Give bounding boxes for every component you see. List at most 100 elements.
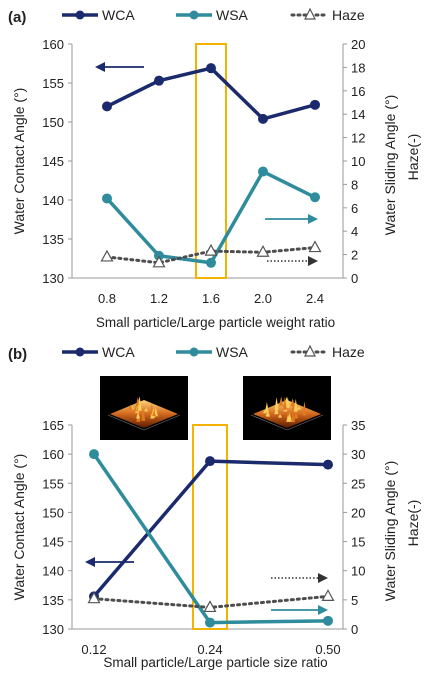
legend-label-wca: WCA	[102, 7, 135, 23]
y-right-tick-label: 16	[351, 84, 365, 99]
afm-peak	[296, 405, 301, 410]
y-right-tick-label: 2	[351, 248, 358, 263]
y-right-tick-label: 20	[351, 505, 365, 520]
y-right-tick-label: 6	[351, 201, 358, 216]
data-point-haze	[256, 245, 270, 257]
legend-label-wsa: WSA	[216, 344, 249, 360]
y-right-tick-label: 30	[351, 447, 365, 462]
y-right-tick-label: 35	[351, 418, 365, 433]
legend-label-haze: Haze	[332, 7, 365, 23]
series-line-haze	[105, 246, 317, 265]
afm-peak	[137, 396, 142, 411]
y-left-tick-label: 130	[42, 622, 64, 637]
y-axis-label-right: Water Sliding Angle (°)	[382, 461, 398, 601]
afm-peak	[294, 409, 299, 419]
afm-peak	[286, 414, 291, 422]
x-tick-label: 1.2	[150, 291, 168, 306]
legend-label-wca: WCA	[102, 344, 135, 360]
y-axis-label-right: Water Sliding Angle (°)	[382, 95, 398, 235]
afm-peak	[125, 409, 130, 413]
y-right-tick-label: 20	[351, 37, 365, 52]
data-point-wsa	[89, 449, 99, 460]
axis-arrowhead-haze	[308, 256, 318, 266]
chart-panel-1: (a) WCA WSA Haze 130 135 140 145 150 155 160 0 2 4 6 8 1…	[8, 7, 421, 330]
y-left-tick-label: 160	[42, 447, 64, 462]
x-axis-label: Small particle/Large particle size ratio	[103, 655, 327, 670]
x-axis-label: Small particle/Large particle weight rat…	[96, 315, 335, 330]
afm-peak	[282, 396, 287, 410]
x-tick-label: 0.50	[315, 642, 340, 657]
chart-panel-2: (b) WCA WSA Haze 130 135 140 145 150 155 160 165 0 5 1…	[8, 344, 421, 670]
afm-peak	[128, 404, 133, 410]
y-left-tick-label: 150	[42, 115, 64, 130]
x-tick-label: 2.0	[254, 291, 272, 306]
legend: WCA WSA Haze	[62, 344, 365, 360]
highlight-box	[192, 424, 228, 630]
data-point-wca	[102, 101, 112, 112]
x-tick-label: 1.6	[202, 291, 220, 306]
data-point-haze	[100, 249, 114, 262]
afm-surface-image	[243, 376, 331, 440]
data-point-wsa	[102, 193, 112, 204]
y-right-tick-label: 8	[351, 177, 358, 192]
afm-peak	[274, 397, 279, 410]
y-right-tick-label: 10	[351, 154, 365, 169]
afm-peak	[278, 414, 283, 418]
legend-marker-wsa	[189, 347, 199, 357]
afm-surface-image	[100, 376, 188, 440]
y-right-tick-label: 4	[351, 224, 358, 239]
panel-label: (b)	[8, 346, 27, 363]
axis-arrowhead-wsa	[308, 214, 318, 224]
afm-peak	[136, 412, 141, 419]
y-left-tick-label: 140	[42, 193, 64, 208]
afm-peak	[152, 410, 157, 417]
afm-peak	[144, 407, 149, 412]
afm-axis	[250, 414, 288, 431]
x-tick-label: 0.12	[81, 642, 106, 657]
x-tick-label: 0.24	[197, 642, 222, 657]
y-axis-label-right-haze: Haze(-)	[405, 134, 421, 181]
axis-arrowhead-wca	[85, 557, 95, 567]
legend-marker-wsa	[189, 10, 199, 20]
afm-peak	[290, 412, 295, 421]
legend-label-wsa: WSA	[216, 7, 249, 23]
y-left-tick-label: 165	[42, 418, 64, 433]
data-point-haze	[152, 255, 166, 268]
y-axis-label-right-haze: Haze(-)	[405, 500, 421, 547]
data-point-wca	[310, 99, 320, 110]
series-line-wsa	[92, 453, 329, 625]
y-left-tick-label: 135	[42, 593, 64, 608]
axis-arrowhead-wca	[95, 62, 105, 72]
y-left-tick-label: 130	[42, 271, 64, 286]
series-line-wca	[106, 66, 316, 121]
data-point-wsa	[258, 166, 268, 177]
legend-label-haze: Haze	[332, 344, 365, 360]
data-point-haze	[321, 589, 335, 601]
axis-arrowhead-haze	[318, 573, 328, 583]
data-point-wsa	[205, 617, 215, 628]
legend-marker-haze	[304, 344, 316, 357]
afm-peak	[265, 412, 270, 416]
y-right-tick-label: 0	[351, 271, 358, 286]
y-left-tick-label: 145	[42, 535, 64, 550]
data-point-haze	[308, 240, 322, 253]
y-left-tick-label: 145	[42, 154, 64, 169]
afm-axis	[286, 414, 324, 431]
y-left-tick-label: 140	[42, 564, 64, 579]
data-point-wca	[323, 459, 333, 470]
data-point-wsa	[206, 257, 216, 268]
y-left-tick-label: 160	[42, 37, 64, 52]
afm-peak	[279, 396, 284, 406]
y-right-tick-label: 15	[351, 535, 365, 550]
highlight-box	[195, 43, 227, 279]
data-point-wca	[258, 113, 268, 124]
y-right-tick-label: 14	[351, 107, 365, 122]
data-point-wsa	[310, 192, 320, 203]
data-point-haze	[87, 591, 101, 604]
afm-peak	[141, 408, 146, 421]
afm-axis	[107, 414, 145, 431]
axis-arrowhead-wsa	[318, 605, 328, 615]
afm-peak	[302, 401, 307, 416]
y-right-tick-label: 18	[351, 60, 365, 75]
